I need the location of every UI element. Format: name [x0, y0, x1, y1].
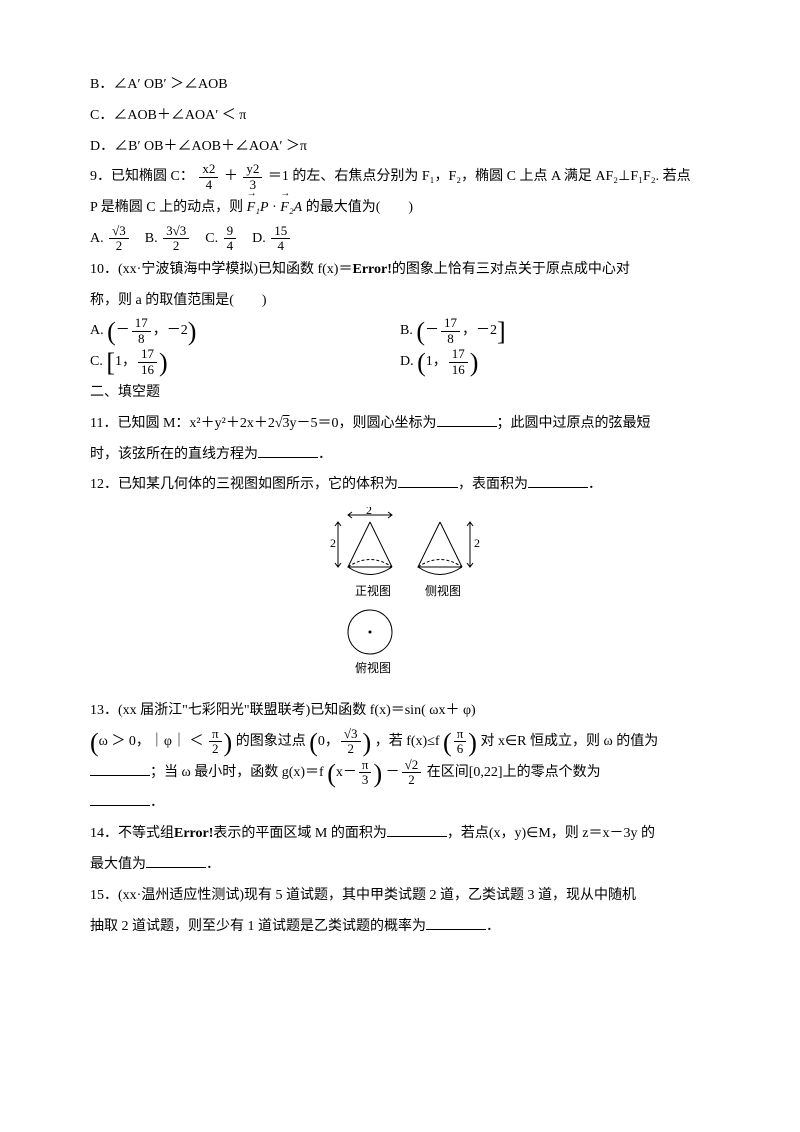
q9-opt-d-label: D. [252, 231, 266, 246]
blank [437, 412, 497, 427]
q9-text-a: 9．已知椭圆 C： [90, 169, 194, 184]
blank [387, 822, 447, 837]
q10-line2: 称，则 a 的取值范围是( ) [90, 286, 710, 317]
q8-option-b: B．∠A′ OB′ ＞∠AOB [90, 70, 710, 101]
blank [146, 853, 206, 868]
q10-opt-a: A. (－178，－2) [90, 316, 400, 347]
q8-option-d: D．∠B′ OB＋∠AOB＋∠AOA′ ＞π [90, 132, 710, 163]
blank [90, 761, 150, 776]
error-text: Error! [352, 262, 391, 277]
q11-line2: 时，该弦所在的直线方程为． [90, 440, 710, 471]
page: B．∠A′ OB′ ＞∠AOB C．∠AOB＋∠AOA′ ＜ π D．∠B′ O… [0, 0, 800, 1132]
svg-text:2: 2 [474, 536, 480, 550]
q13-line4: ． [90, 788, 710, 819]
q10-options-row2: C. [1，1716) D. (1，1716) [90, 347, 710, 378]
q9-opt-b-frac: 3√32 [163, 224, 189, 254]
q9-frac1: x24 [199, 162, 218, 192]
q9-line2: P 是椭圆 C 上的动点，则 → F₁P · → F₂A 的最大值为( ) [90, 193, 710, 224]
blank [528, 473, 588, 488]
q13-line3: ；当 ω 最小时，函数 g(x)＝f (x－π3) －√22 在区间[0,22]… [90, 758, 710, 789]
q15-line1: 15．(xx·温州适应性测试)现有 5 道试题，其中甲类试题 2 道，乙类试题 … [90, 881, 710, 912]
q9-opt-a-label: A. [90, 231, 104, 246]
q13-line1: 13．(xx 届浙江"七彩阳光"联盟联考)已知函数 f(x)＝sin( ωx＋ … [90, 696, 710, 727]
q10-opt-d: D. (1，1716) [400, 347, 710, 378]
q12-line: 12．已知某几何体的三视图如图所示，它的体积为，表面积为． [90, 470, 710, 501]
q10-text-b: 的图象上恰有三对点关于原点成中心对 [392, 262, 630, 277]
error-text: Error! [174, 826, 213, 841]
svg-text:正视图: 正视图 [355, 583, 391, 598]
q14-line1: 14．不等式组Error!表示的平面区域 M 的面积为，若点(x，y)∈M，则 … [90, 819, 710, 850]
vector-f1p: → F₁P [247, 193, 269, 224]
q9-opt-d-frac: 154 [271, 224, 290, 254]
diagram-svg: 2 2 正视图 2 侧视图 俯视图 [310, 507, 490, 677]
q8-option-c: C．∠AOB＋∠AOA′ ＜ π [90, 101, 710, 132]
svg-text:2: 2 [330, 536, 336, 550]
q9-opt-a-frac: √32 [109, 224, 129, 254]
svg-text:侧视图: 侧视图 [425, 583, 461, 598]
svg-text:2: 2 [366, 507, 372, 517]
q13-line2: (ω ＞ 0，｜φ｜ ＜ π2) 的图象过点 (0，√32) ，若 f(x)≤f… [90, 727, 710, 758]
q10-text-a: 10．(xx·宁波镇海中学模拟)已知函数 f(x)＝ [90, 262, 352, 277]
q10-options-row1: A. (－178，－2) B. (－178，－2] [90, 316, 710, 347]
svg-text:俯视图: 俯视图 [355, 660, 391, 675]
q14-line2: 最大值为． [90, 850, 710, 881]
q11-line1: 11．已知圆 M：x²＋y²＋2x＋2√3y－5＝0，则圆心坐标为；此圆中过原点… [90, 409, 710, 440]
q10-opt-b: B. (－178，－2] [400, 316, 710, 347]
q9-text-d: 的最大值为( ) [306, 200, 413, 215]
q9-options: A. √32 B. 3√32 C. 94 D. 154 [90, 224, 710, 255]
q9-text-c: P 是椭圆 C 上的动点，则 [90, 200, 243, 215]
q10-opt-c: C. [1，1716) [90, 347, 400, 378]
q15-line2: 抽取 2 道试题，则至少有 1 道试题是乙类试题的概率为． [90, 912, 710, 943]
q9-opt-c-label: C. [205, 231, 218, 246]
three-view-diagram: 2 2 正视图 2 侧视图 俯视图 [90, 507, 710, 690]
blank [398, 473, 458, 488]
q10-line1: 10．(xx·宁波镇海中学模拟)已知函数 f(x)＝Error!的图象上恰有三对… [90, 255, 710, 286]
q9-text-b: ＝1 的左、右焦点分别为 F₁，F₂，椭圆 C 上点 A 满足 AF₂⊥F₁F₂… [268, 169, 691, 184]
blank [258, 443, 318, 458]
vector-f2a: → F₂A [280, 193, 302, 224]
sqrt3: √3 [275, 416, 290, 431]
blank [426, 915, 486, 930]
q9-line1: 9．已知椭圆 C： x24 ＋ y23 ＝1 的左、右焦点分别为 F₁，F₂，椭… [90, 162, 710, 193]
blank [90, 791, 150, 806]
q9-opt-b-label: B. [145, 231, 158, 246]
q9-opt-c-frac: 94 [224, 224, 237, 254]
section-2-title: 二、填空题 [90, 378, 710, 409]
